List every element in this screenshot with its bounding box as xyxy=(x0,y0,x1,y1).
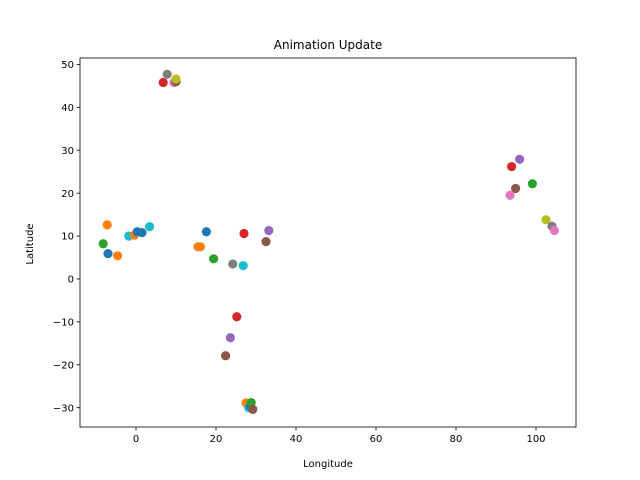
scatter-point xyxy=(162,69,172,79)
chart-title: Animation Update xyxy=(274,38,382,52)
y-tick-label: −30 xyxy=(53,403,74,414)
scatter-point xyxy=(232,312,242,322)
scatter-point xyxy=(221,351,231,361)
y-tick-label: 30 xyxy=(61,146,74,157)
scatter-point xyxy=(171,74,181,84)
scatter-point xyxy=(549,225,560,236)
y-tick-label: −10 xyxy=(53,317,74,328)
scatter-point xyxy=(264,225,274,236)
scatter-point xyxy=(195,242,205,252)
scatter-point xyxy=(137,228,147,238)
scatter-point xyxy=(103,249,113,259)
plot-frame xyxy=(79,57,577,428)
scatter-point xyxy=(248,404,258,415)
y-axis-label: Latitude xyxy=(25,223,36,264)
scatter-point xyxy=(261,237,271,247)
scatter-point xyxy=(507,161,517,172)
y-tick-label: 50 xyxy=(61,60,74,71)
x-axis-label: Longitude xyxy=(303,459,353,470)
y-tick-label: 10 xyxy=(61,232,74,243)
scatter-point xyxy=(145,222,155,232)
scatter-point xyxy=(102,220,112,230)
scatter-point xyxy=(238,261,248,271)
scatter-point xyxy=(527,179,538,189)
scatter-point xyxy=(113,251,123,261)
scatter-point xyxy=(510,183,521,194)
x-tick-label: 80 xyxy=(450,434,463,445)
x-tick-label: 0 xyxy=(133,434,139,445)
scatter-point xyxy=(209,254,219,264)
scatter-point xyxy=(225,333,235,343)
x-tick-label: 40 xyxy=(290,434,303,445)
x-tick-label: 60 xyxy=(370,434,383,445)
scatter-point xyxy=(228,259,238,269)
x-tick-label: 20 xyxy=(210,434,223,445)
scatter-point xyxy=(239,228,249,239)
y-tick-label: 40 xyxy=(61,103,74,114)
x-tick-label: 100 xyxy=(526,434,545,445)
plot-area: 0 20 40 60 80 100 −30 −20 −10 0 10 20 30 40 50 xyxy=(53,57,577,445)
scatter-point xyxy=(541,215,551,225)
scatter-point xyxy=(98,239,108,249)
scatter-point xyxy=(515,154,525,164)
scatter-point xyxy=(505,190,515,200)
scatter-point xyxy=(158,77,168,88)
y-tick-label: 20 xyxy=(61,189,74,200)
scatter-point xyxy=(246,397,256,408)
scatter-point xyxy=(201,227,211,237)
y-tick-label: −20 xyxy=(53,360,74,371)
y-tick-label: 0 xyxy=(68,275,74,286)
